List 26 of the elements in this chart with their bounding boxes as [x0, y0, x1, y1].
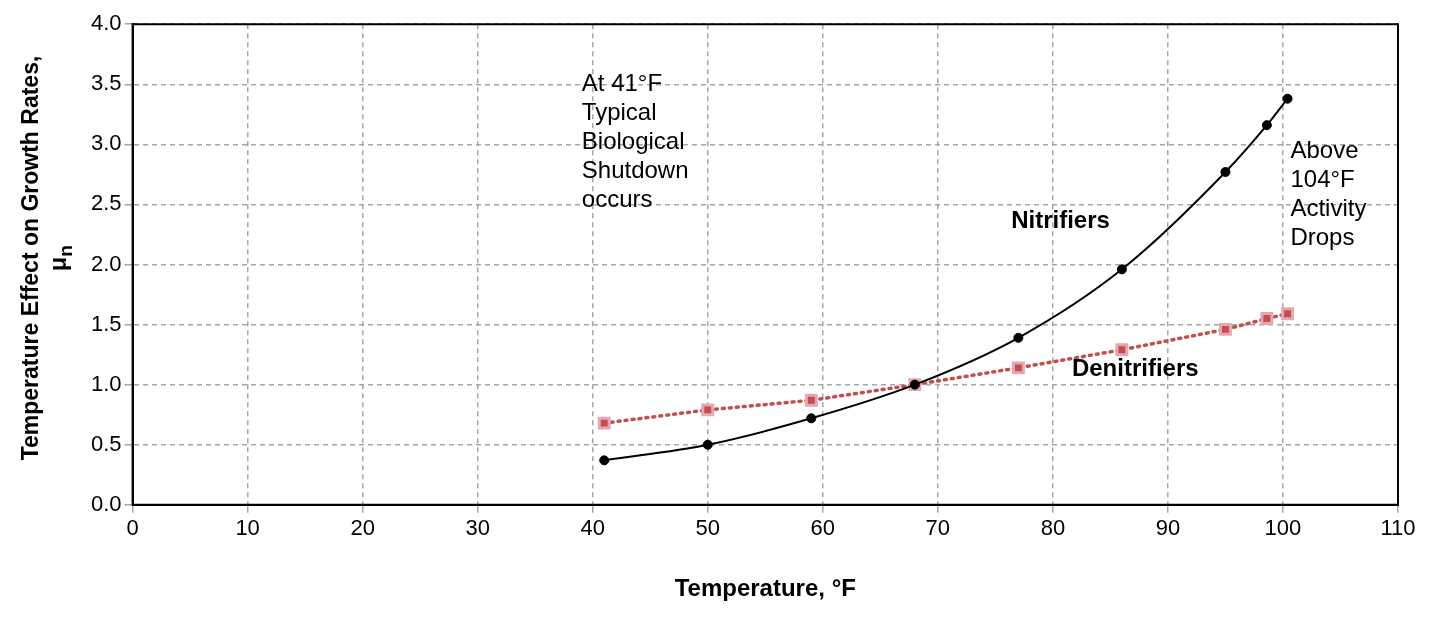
x-tick-label: 40 [580, 515, 605, 541]
y-tick-label: 2.0 [90, 250, 122, 276]
x-tick-label: 0 [126, 515, 139, 541]
y-tick-label: 3.5 [90, 70, 122, 96]
x-tick-label: 60 [810, 515, 836, 541]
x-axis-title: Temperature, °F [674, 574, 856, 602]
y-tick-label: 4.0 [90, 10, 122, 36]
x-tick-label: 100 [1264, 515, 1302, 541]
x-tick-label: 70 [925, 515, 951, 541]
y-tick-label: 1.5 [90, 310, 122, 336]
x-tick-label: 50 [695, 515, 721, 541]
x-tick-label: 20 [350, 515, 375, 541]
annotation: At 41°F Typical Biological Shutdown occurs [581, 68, 689, 212]
series-label: Nitrifiers [1011, 205, 1110, 233]
y-tick-label: 0.0 [90, 490, 122, 516]
y-tick-label: 1.0 [90, 370, 122, 396]
series-label: Denitrifiers [1071, 354, 1199, 382]
x-tick-label: 30 [465, 515, 490, 541]
y-tick-label: 3.0 [90, 130, 122, 156]
x-tick-label: 10 [235, 515, 260, 541]
y-tick-label: 0.5 [90, 430, 122, 456]
annotation: Above 104°F Activity Drops [1290, 135, 1367, 250]
x-tick-label: 80 [1040, 515, 1066, 541]
y-tick-label: 2.5 [90, 190, 122, 216]
x-tick-label: 110 [1380, 515, 1416, 541]
x-tick-label: 90 [1155, 515, 1181, 541]
